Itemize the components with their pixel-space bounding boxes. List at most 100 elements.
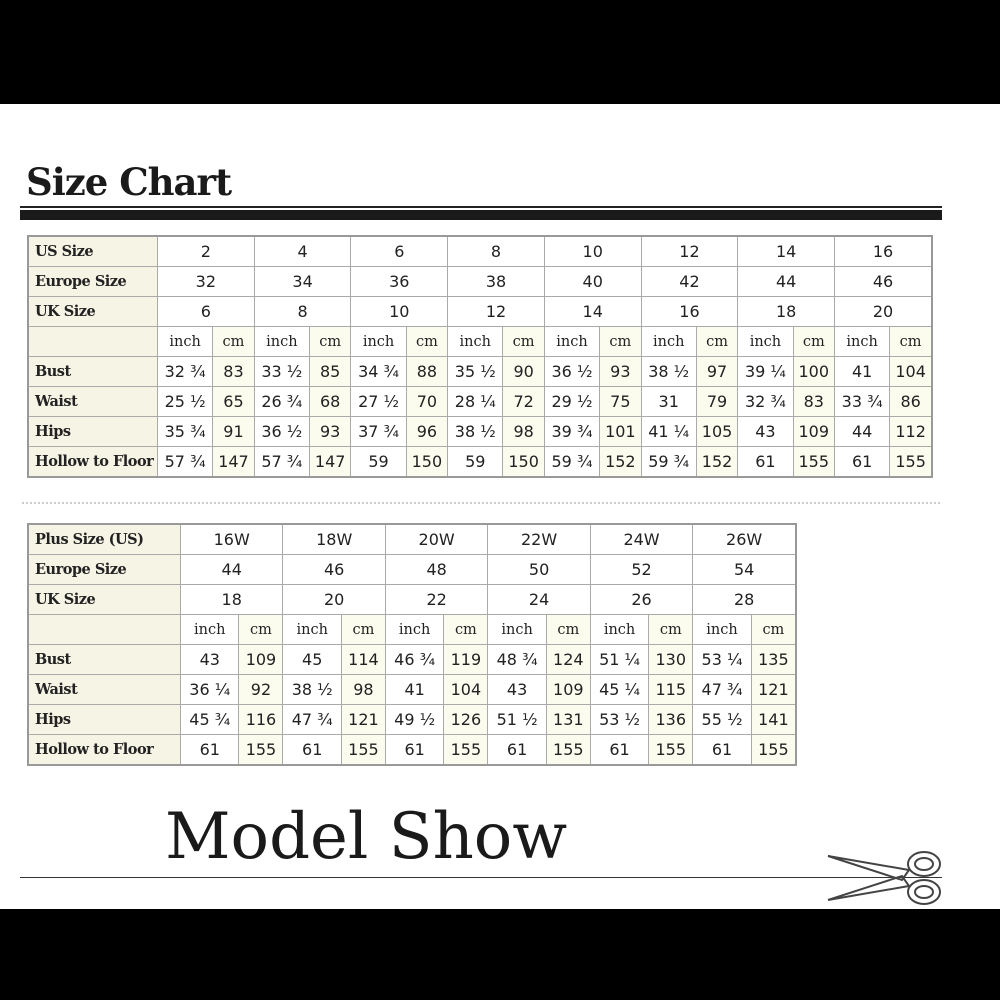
- table-row: US Size 2 4 6 8 10 12 14 16: [27, 235, 933, 267]
- cm-value: 92: [238, 674, 284, 705]
- row-label: Waist: [27, 674, 181, 705]
- unit-cm: cm: [599, 326, 642, 357]
- inch-value: 37 ¾: [350, 416, 407, 447]
- row-label-empty: [27, 614, 181, 645]
- cm-value: 93: [599, 356, 642, 387]
- page-title: Size Chart: [26, 160, 232, 204]
- table-row: Hollow to Floor 61 155 61 155 61 155 61 155 61 155…: [27, 734, 797, 766]
- inch-value: 46 ¾: [384, 644, 445, 675]
- size-cell: 14: [737, 235, 836, 267]
- size-cell: 14: [543, 296, 642, 327]
- inch-value: 43: [737, 416, 794, 447]
- inch-value: 51 ¼: [589, 644, 650, 675]
- table-row: Waist 25 ½ 65 26 ¾ 68 27 ½ 70 28 ¼ 72 29 ½ 75 31 79 3…: [27, 386, 933, 417]
- size-cell: 26: [589, 584, 694, 615]
- table-row: Hips 45 ¾ 116 47 ¾ 121 49 ½ 126 51 ½ 131 53 ½ 136 5…: [27, 704, 797, 735]
- inch-value: 36 ½: [543, 356, 601, 387]
- size-cell: 46: [282, 554, 386, 585]
- inch-value: 39 ¼: [737, 356, 794, 387]
- size-cell: 46: [834, 266, 933, 297]
- inch-value: 25 ½: [156, 386, 214, 417]
- size-cell: 20: [282, 584, 386, 615]
- divider-thick: [20, 210, 942, 220]
- inch-value: 51 ½: [487, 704, 547, 735]
- inch-value: 32 ¾: [156, 356, 214, 387]
- inch-value: 61: [282, 734, 342, 766]
- scissors-icon: [827, 851, 941, 905]
- cm-value: 114: [340, 644, 386, 675]
- table-row: Europe Size 32 34 36 38 40 42 44 46: [27, 266, 933, 297]
- unit-cm: cm: [405, 326, 449, 357]
- cm-value: 135: [750, 644, 797, 675]
- cm-value: 119: [443, 644, 489, 675]
- standard-size-table: US Size 2 4 6 8 10 12 14 16 Europe Size 32 34 36 38 40…: [27, 235, 933, 478]
- inch-value: 31: [640, 386, 697, 417]
- cm-value: 104: [443, 674, 489, 705]
- size-cell: 44: [179, 554, 284, 585]
- inch-value: 43: [487, 674, 547, 705]
- size-cell: 32: [157, 266, 255, 297]
- row-label: Europe Size: [27, 266, 158, 297]
- inch-value: 45 ¾: [179, 704, 240, 735]
- unit-inch: inch: [640, 326, 697, 357]
- size-cell: 4: [253, 235, 352, 267]
- inch-value: 61: [834, 446, 891, 478]
- inch-value: 57 ¾: [253, 446, 310, 478]
- unit-inch: inch: [487, 614, 547, 645]
- inch-value: 59: [447, 446, 504, 478]
- inch-value: 61: [692, 734, 752, 766]
- unit-inch: inch: [350, 326, 407, 357]
- row-label: Bust: [27, 644, 181, 675]
- cm-value: 68: [308, 386, 352, 417]
- size-cell: 20W: [384, 523, 489, 555]
- cm-value: 131: [545, 704, 591, 735]
- table-row: Bust 32 ¾ 83 33 ½ 85 34 ¾ 88 35 ½ 90 36 ½ 93 38 ½ 97…: [27, 356, 933, 387]
- table-row: Europe Size 44 46 48 50 52 54: [27, 554, 797, 585]
- cm-value: 83: [792, 386, 836, 417]
- inch-value: 53 ¼: [692, 644, 752, 675]
- cm-value: 155: [443, 734, 489, 766]
- cm-value: 97: [695, 356, 739, 387]
- row-label: UK Size: [27, 584, 181, 615]
- inch-value: 59: [350, 446, 407, 478]
- inch-value: 34 ¾: [350, 356, 407, 387]
- cm-value: 85: [308, 356, 352, 387]
- inch-value: 61: [737, 446, 794, 478]
- unit-inch: inch: [737, 326, 794, 357]
- cm-value: 152: [695, 446, 739, 478]
- size-cell: 22W: [487, 523, 591, 555]
- cm-value: 88: [405, 356, 449, 387]
- cm-value: 115: [648, 674, 694, 705]
- inch-value: 29 ½: [543, 386, 601, 417]
- size-cell: 6: [350, 235, 449, 267]
- cm-value: 91: [212, 416, 255, 447]
- row-label: US Size: [27, 235, 158, 267]
- cm-value: 109: [792, 416, 836, 447]
- inch-value: 55 ½: [692, 704, 752, 735]
- row-label: Hollow to Floor: [27, 734, 181, 766]
- unit-inch: inch: [282, 614, 342, 645]
- inch-value: 45 ¼: [589, 674, 650, 705]
- unit-cm: cm: [648, 614, 694, 645]
- plus-size-table: Plus Size (US) 16W 18W 20W 22W 24W 26W Europe S…: [27, 523, 797, 766]
- inch-value: 59 ¾: [640, 446, 697, 478]
- size-cell: 54: [692, 554, 797, 585]
- table-row: Plus Size (US) 16W 18W 20W 22W 24W 26W: [27, 523, 797, 555]
- unit-inch: inch: [834, 326, 891, 357]
- size-cell: 24W: [589, 523, 694, 555]
- inch-value: 32 ¾: [737, 386, 794, 417]
- size-cell: 8: [253, 296, 352, 327]
- unit-cm: cm: [238, 614, 284, 645]
- size-cell: 18: [737, 296, 836, 327]
- bottom-black-band: [0, 909, 1000, 1000]
- inch-value: 39 ¾: [543, 416, 601, 447]
- cm-value: 109: [238, 644, 284, 675]
- size-cell: 52: [589, 554, 694, 585]
- inch-value: 41: [834, 356, 891, 387]
- unit-row: inch cm inch cm inch cm inch cm inch cm inch cm: [27, 614, 797, 645]
- model-show-heading: Model Show: [165, 800, 568, 874]
- inch-value: 38 ½: [447, 416, 504, 447]
- cm-value: 96: [405, 416, 449, 447]
- size-cell: 12: [447, 296, 545, 327]
